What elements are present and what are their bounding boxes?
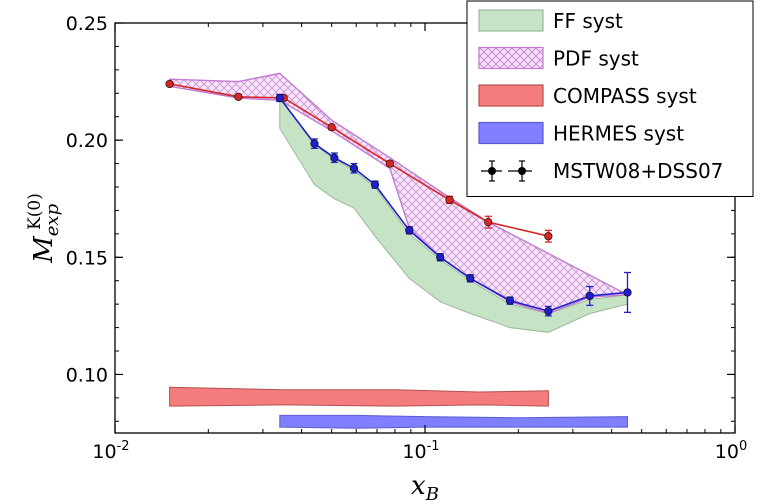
- x-tick-label: 10-2: [92, 439, 129, 463]
- data-point-compass: [165, 79, 174, 89]
- legend-swatch-hermes-syst: [478, 121, 544, 145]
- legend-swatch-compass-syst: [478, 84, 544, 107]
- band-pdf-syst: [168, 72, 631, 315]
- data-point-hermes: [310, 139, 319, 148]
- data-point-compass: [445, 195, 454, 204]
- legend-marker-mstw08-dss07: [518, 167, 526, 175]
- data-point-hermes: [436, 253, 445, 262]
- data-point-hermes: [275, 93, 284, 103]
- data-point-hermes: [585, 291, 594, 301]
- y-tick-label: 0.20: [66, 130, 108, 152]
- data-point-hermes: [370, 180, 380, 189]
- legend-label-hermes-syst: HERMES syst: [553, 122, 684, 146]
- data-point-hermes: [405, 226, 414, 235]
- data-point-hermes: [349, 164, 359, 173]
- legend-swatch-ff-syst: [478, 9, 544, 32]
- series-hermes: [275, 93, 632, 317]
- data-point-hermes: [544, 307, 553, 316]
- data-point-hermes: [466, 274, 475, 283]
- data-point-compass: [544, 232, 553, 241]
- y-tick-label: 0.15: [66, 247, 108, 269]
- y-tick-label: 0.10: [66, 364, 108, 386]
- legend-marker-mstw08-dss07: [488, 167, 496, 175]
- legend-label-pdf-syst: PDF syst: [553, 47, 639, 71]
- legend-label-ff-syst: FF syst: [553, 9, 623, 33]
- band-compass-syst: [169, 386, 549, 407]
- data-point-hermes: [330, 153, 339, 162]
- legend-label-mstw08-dss07: MSTW08+DSS07: [553, 159, 723, 183]
- data-point-compass: [234, 92, 243, 101]
- legend-label-compass-syst: COMPASS syst: [553, 84, 697, 108]
- series-line-compass: [169, 83, 549, 237]
- data-point-compass: [385, 159, 394, 168]
- data-point-hermes: [505, 296, 515, 305]
- x-axis-label: xB: [411, 471, 439, 501]
- legend: FF syst PDF syst COMPASS syst HERMES syst MS…: [466, 0, 754, 197]
- systematic-bands: [168, 72, 631, 429]
- band-hermes-syst: [279, 414, 628, 429]
- data-point-hermes: [623, 288, 632, 297]
- y-tick-label: 0.25: [66, 13, 108, 35]
- legend-swatch-pdf-syst: [478, 46, 544, 70]
- y-axis-label: MexpK(0): [25, 193, 63, 264]
- x-tick-label: 100: [715, 439, 747, 463]
- data-point-compass: [327, 123, 336, 132]
- x-tick-label: 10-1: [402, 439, 439, 463]
- data-point-compass: [484, 218, 493, 227]
- data-series: [165, 79, 632, 317]
